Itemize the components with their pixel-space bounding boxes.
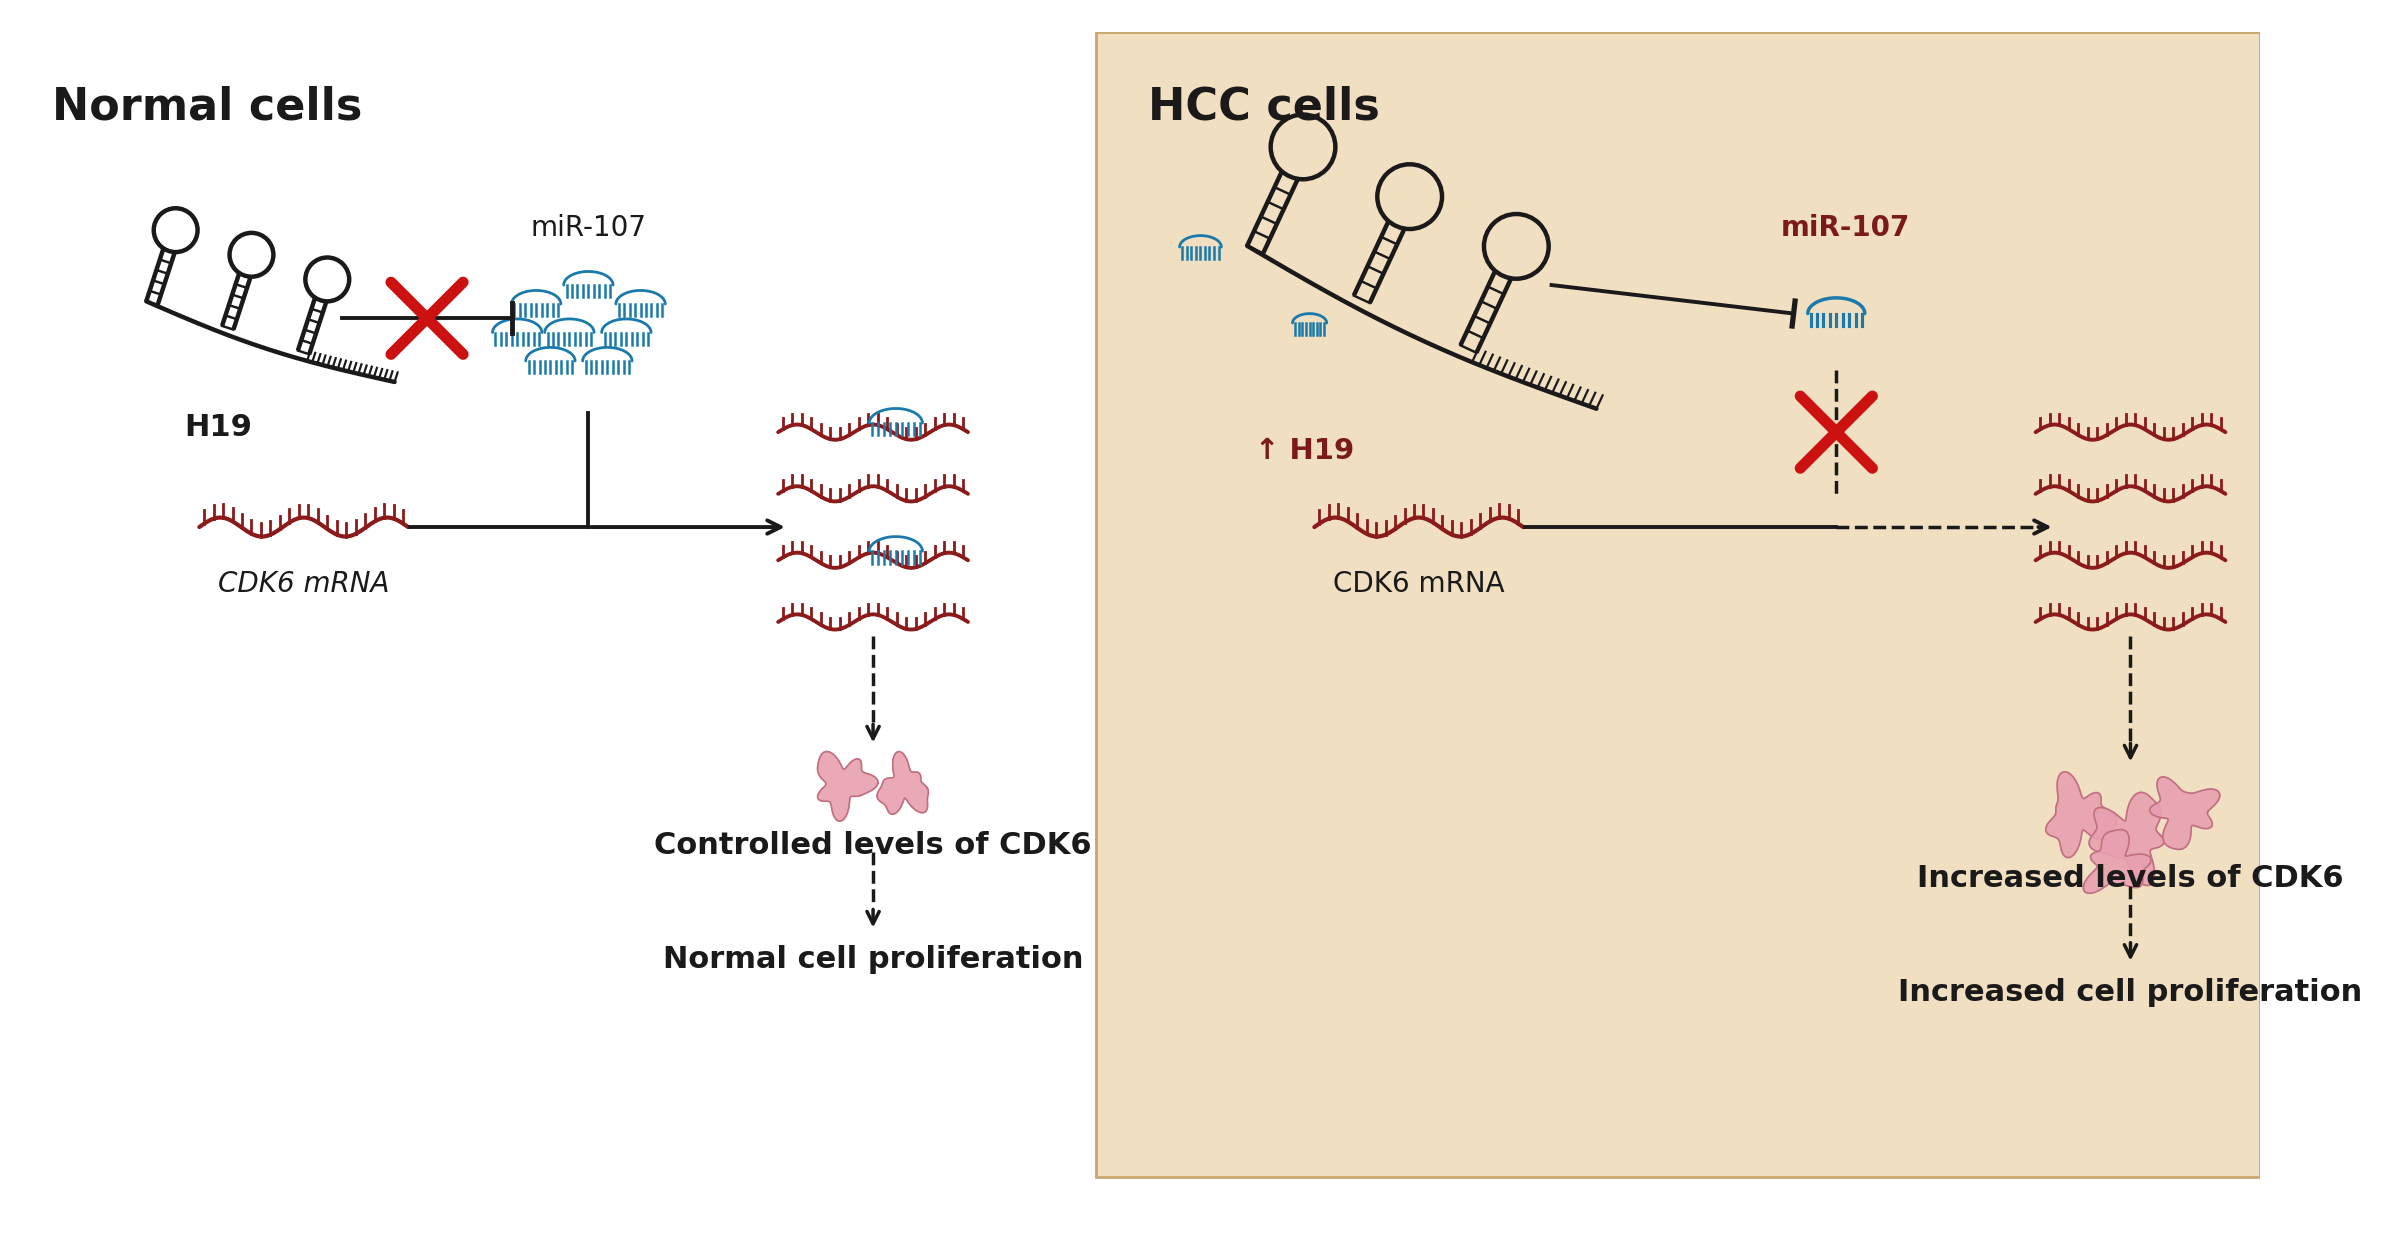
Polygon shape: [817, 751, 879, 821]
Text: miR-107: miR-107: [1781, 215, 1910, 242]
Text: Increased cell proliferation: Increased cell proliferation: [1898, 977, 2362, 1007]
Text: Controlled levels of CDK6: Controlled levels of CDK6: [655, 831, 1093, 859]
Polygon shape: [2083, 830, 2150, 893]
Bar: [1095, 32, 2260, 1177]
Polygon shape: [2150, 777, 2219, 850]
Polygon shape: [876, 751, 929, 815]
Polygon shape: [2088, 792, 2164, 886]
Text: H19: H19: [183, 414, 252, 442]
Text: Normal cell proliferation: Normal cell proliferation: [662, 945, 1083, 974]
Bar: [0, 32, 1095, 1210]
Text: ↑ H19: ↑ H19: [1255, 437, 1355, 465]
Text: Increased levels of CDK6: Increased levels of CDK6: [1917, 864, 2343, 893]
Text: Normal cells: Normal cells: [52, 86, 362, 129]
Text: CDK6 mRNA: CDK6 mRNA: [219, 570, 390, 597]
Polygon shape: [2045, 771, 2117, 858]
Text: HCC cells: HCC cells: [1148, 86, 1381, 129]
Text: miR-107: miR-107: [531, 215, 645, 242]
Text: CDK6 mRNA: CDK6 mRNA: [1333, 570, 1505, 597]
